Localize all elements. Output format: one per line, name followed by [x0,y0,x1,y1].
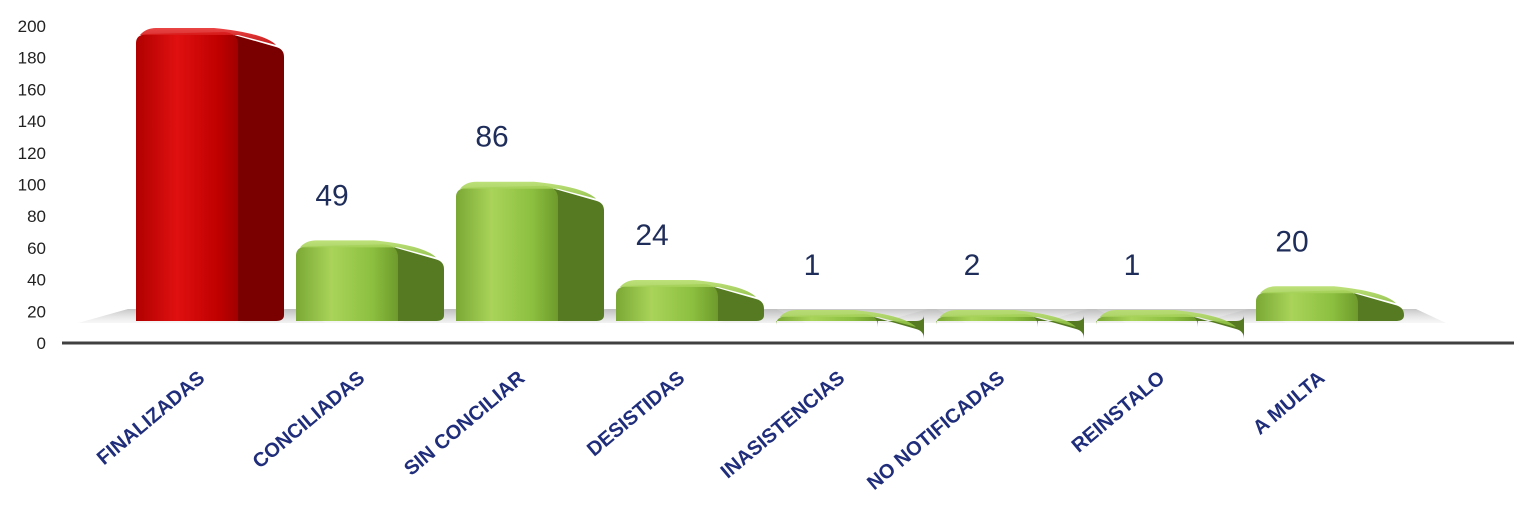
bar-top [1260,286,1396,304]
bar-top [140,27,276,45]
y-tick-label: 180 [18,49,46,68]
data-label: 2 [964,249,981,282]
bar [456,185,558,321]
data-label: 1 [1124,249,1141,282]
bar [776,314,878,327]
category-label: A MULTA [1249,367,1329,439]
y-tick-label: 160 [18,80,46,99]
bar-top [620,279,756,297]
category-label: SIN CONCILIAR [400,367,529,481]
bar-side [554,188,604,321]
y-tick-label: 60 [27,239,46,258]
bar-side [874,315,924,339]
bar-side [1354,293,1404,321]
category-label: INASISTENCIAS [717,367,849,483]
data-labels: 18349862412120 [315,121,1308,282]
bar-top [1100,310,1236,327]
data-label: 1 [804,249,821,282]
bar-top [940,310,1076,327]
category-label: REINSTALO [1068,367,1170,457]
bar-side [1194,315,1244,339]
bar-side [714,286,764,321]
data-label: 24 [635,219,668,252]
bars [136,27,1404,339]
y-tick-label: 20 [27,302,46,321]
bar-top [780,310,916,327]
data-label: 20 [1275,225,1308,258]
y-tick-label: 100 [18,176,46,195]
category-label: NO NOTIFICADAS [863,367,1009,495]
y-tick-label: 200 [18,17,46,36]
category-labels: FINALIZADAS CONCILIADAS SIN CONCILIAR DESIS… [93,367,1329,495]
y-tick-label: 140 [18,112,46,131]
bar-side [234,34,284,321]
y-axis: 0 20 40 60 80 100 120 140 160 180 200 [18,17,46,353]
bar-top [460,181,596,199]
bar [296,244,398,321]
bar [1096,314,1198,327]
data-label: 86 [475,121,508,154]
bar-side [1034,315,1084,339]
category-label: DESISTIDAS [583,367,689,461]
y-tick-label: 40 [27,271,46,290]
bar-side [394,247,444,321]
data-label: 49 [315,179,348,212]
category-label: FINALIZADAS [93,367,209,470]
y-tick-label: 0 [37,334,46,353]
y-tick-label: 120 [18,144,46,163]
y-tick-label: 80 [27,207,46,226]
bar [616,283,718,321]
bar [136,31,238,321]
bar [936,314,1038,327]
bar-top [300,240,436,258]
bar [1256,290,1358,321]
category-label: CONCILIADAS [249,367,370,473]
